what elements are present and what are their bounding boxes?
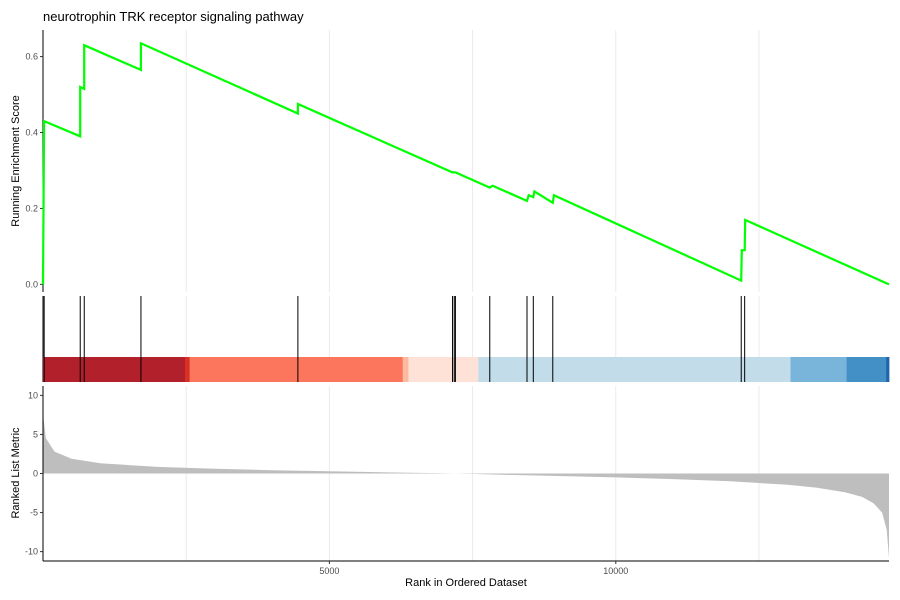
x-axis-label: Rank in Ordered Dataset xyxy=(405,577,527,589)
ranked-metric-y-label: Ranked List Metric xyxy=(10,427,22,519)
heat-bar-segment xyxy=(886,357,890,382)
y-tick-label: 0.6 xyxy=(25,52,38,62)
y-tick-label: 10 xyxy=(28,390,38,400)
y-tick-label: 0.4 xyxy=(25,128,38,138)
heat-bar-segment xyxy=(402,357,409,382)
running-score-panel: 0.0 0.2 0.4 0.6 Running Enrichment Score xyxy=(10,30,890,292)
y-tick-label: -10 xyxy=(25,547,38,557)
y-tick-label: -5 xyxy=(30,508,38,518)
x-axis-ticks: 5000 10000 xyxy=(319,561,628,576)
hit-lines xyxy=(43,296,746,382)
heat-bar xyxy=(43,357,890,382)
x-tick-label: 5000 xyxy=(319,566,339,576)
ranked-metric-area xyxy=(43,395,889,558)
heat-bar-segment xyxy=(408,357,479,382)
running-score-y-label: Running Enrichment Score xyxy=(10,95,22,226)
running-score-y-ticks: 0.0 0.2 0.4 0.6 xyxy=(25,52,43,289)
running-score-line xyxy=(41,41,890,286)
hits-panel xyxy=(42,296,890,382)
heat-bar-segment xyxy=(478,357,791,382)
heat-bar-segment xyxy=(189,357,404,382)
y-tick-label: 0.0 xyxy=(25,279,38,289)
heat-bar-segment xyxy=(185,357,191,382)
heat-bar-segment xyxy=(790,357,848,382)
ranked-metric-panel: 10 5 0 -5 -10 5000 10000 Ranked List Metric R… xyxy=(10,386,889,589)
heat-bar-segment xyxy=(43,357,186,382)
x-tick-label: 10000 xyxy=(603,566,628,576)
y-tick-label: 0 xyxy=(33,469,38,479)
y-tick-label: 5 xyxy=(33,429,38,439)
chart-title: neurotrophin TRK receptor signaling path… xyxy=(43,9,304,24)
ranked-metric-y-ticks: 10 5 0 -5 -10 xyxy=(25,390,43,557)
running-score-grid xyxy=(185,30,760,292)
y-tick-label: 0.2 xyxy=(25,203,38,213)
heat-bar-segment xyxy=(846,357,887,382)
